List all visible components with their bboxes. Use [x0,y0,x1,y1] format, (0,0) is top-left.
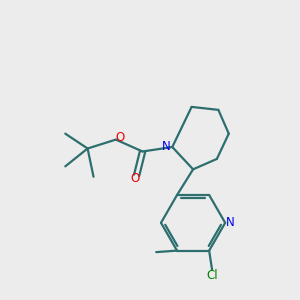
Text: O: O [115,131,124,144]
Text: N: N [162,140,171,153]
Text: Cl: Cl [206,269,218,282]
Text: N: N [226,216,235,229]
Text: O: O [130,172,140,185]
